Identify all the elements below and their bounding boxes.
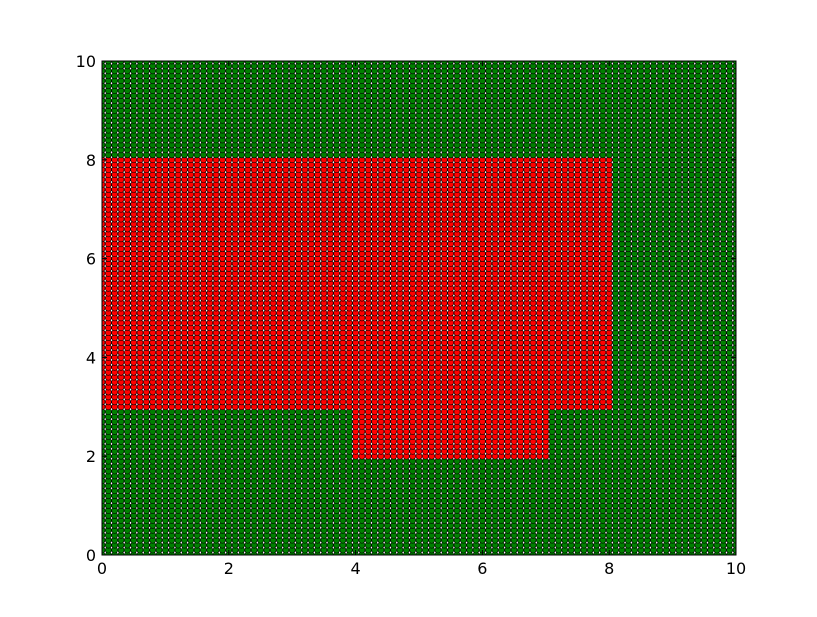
- green-point: [732, 546, 736, 554]
- green-point: [732, 531, 736, 539]
- green-point: [732, 536, 736, 544]
- data-points: [102, 61, 736, 555]
- green-point: [732, 526, 736, 534]
- green-point: [732, 541, 736, 549]
- green-point: [732, 522, 736, 529]
